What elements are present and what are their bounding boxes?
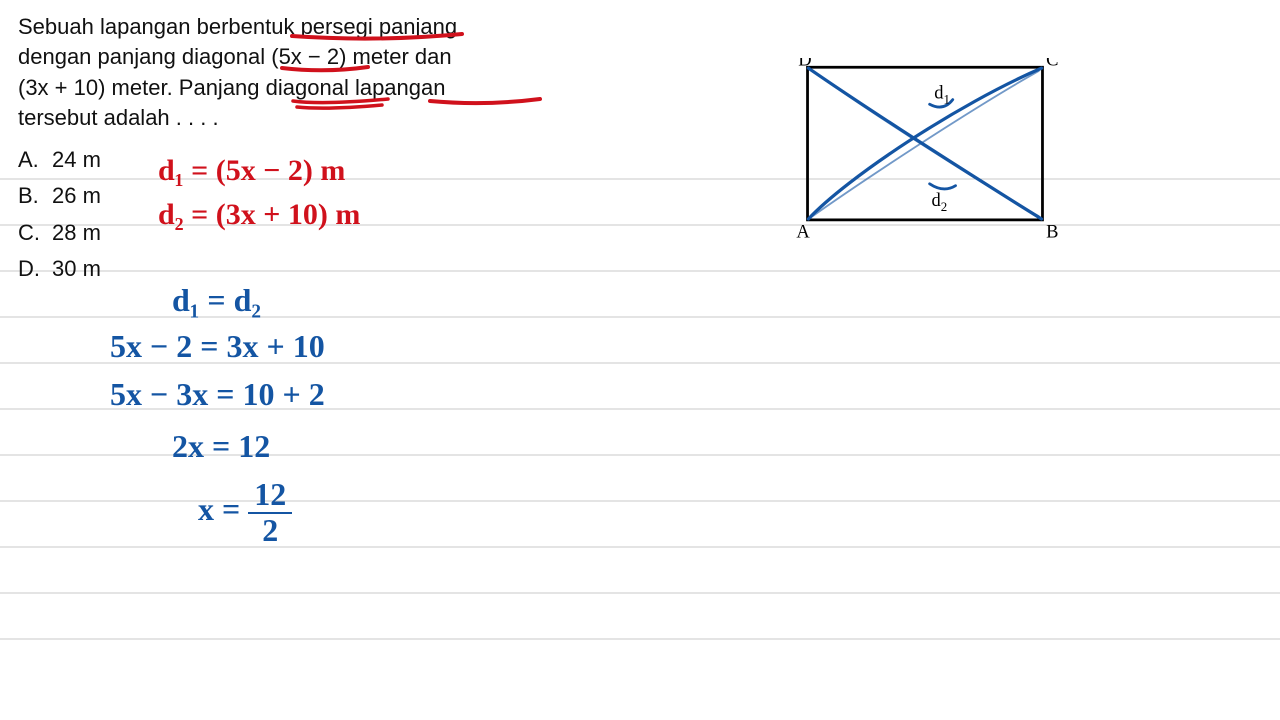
label-d: D — [798, 58, 811, 70]
rectangle-diagram: D C A B d1 d2 — [780, 58, 1070, 243]
label-d2: d2 — [931, 191, 947, 214]
option-b: B.26 m — [18, 178, 122, 214]
problem-line2: dengan panjang diagonal (5x − 2) meter d… — [18, 42, 578, 72]
work-line-1: d₁ = d₂ — [172, 282, 261, 319]
option-a: A.24 m — [18, 142, 122, 178]
problem-line1: Sebuah lapangan berbentuk persegi panjan… — [18, 12, 578, 42]
handwritten-d1: d₁ = (5x − 2) m — [158, 154, 345, 188]
label-b: B — [1046, 222, 1058, 242]
problem-text: Sebuah lapangan berbentuk persegi panjan… — [18, 12, 578, 133]
options-block: A.24 m B.26 m C.28 m D.30 m — [18, 142, 122, 287]
work-line-2: 5x − 2 = 3x + 10 — [110, 328, 325, 365]
handwritten-d2: d₂ = (3x + 10) m — [158, 198, 360, 232]
work-line-4: 2x = 12 — [172, 428, 270, 465]
problem-line3: (3x + 10) meter. Panjang diagonal lapang… — [18, 73, 578, 103]
work-fraction: x = 12 2 — [198, 478, 292, 547]
label-a: A — [796, 222, 810, 242]
option-d: D.30 m — [18, 251, 122, 287]
label-c: C — [1046, 58, 1058, 70]
problem-line4: tersebut adalah . . . . — [18, 103, 578, 133]
work-line-3: 5x − 3x = 10 + 2 — [110, 376, 325, 413]
option-c: C.28 m — [18, 215, 122, 251]
label-d1: d1 — [934, 84, 950, 107]
